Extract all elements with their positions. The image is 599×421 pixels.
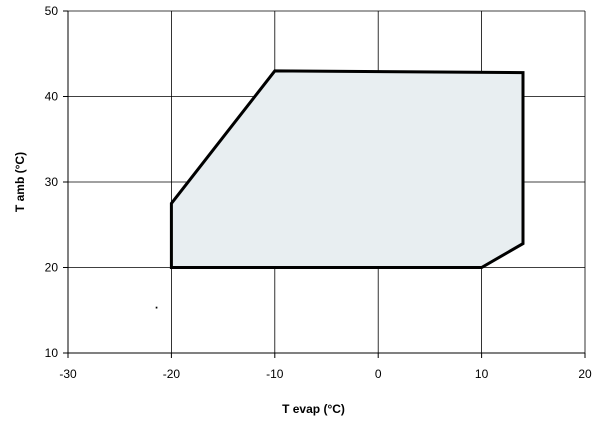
x-tick-label: 0	[375, 367, 382, 381]
x-axis-title: T evap (°C)	[282, 402, 345, 416]
x-tick-label: 20	[578, 367, 592, 381]
area-layer	[169, 69, 525, 269]
y-tick-label: 30	[45, 175, 59, 189]
label-layer: -30 -20 -10 0 10 20 10 20 30 40 50 ·	[45, 4, 592, 381]
y-axis-title: T amb (°C)	[13, 152, 27, 212]
x-tick-label: 10	[475, 367, 489, 381]
x-tick-label: -30	[59, 367, 77, 381]
y-tick-label: 20	[45, 261, 59, 275]
annotation-mark: ·	[155, 301, 159, 315]
y-tick-label: 10	[45, 346, 59, 360]
operating-envelope-area	[169, 69, 525, 269]
x-tick-label: -20	[163, 367, 181, 381]
y-tick-label: 50	[45, 4, 59, 18]
y-tick-label: 40	[45, 90, 59, 104]
x-tick-label: -10	[266, 367, 284, 381]
axis-layer	[63, 10, 586, 358]
